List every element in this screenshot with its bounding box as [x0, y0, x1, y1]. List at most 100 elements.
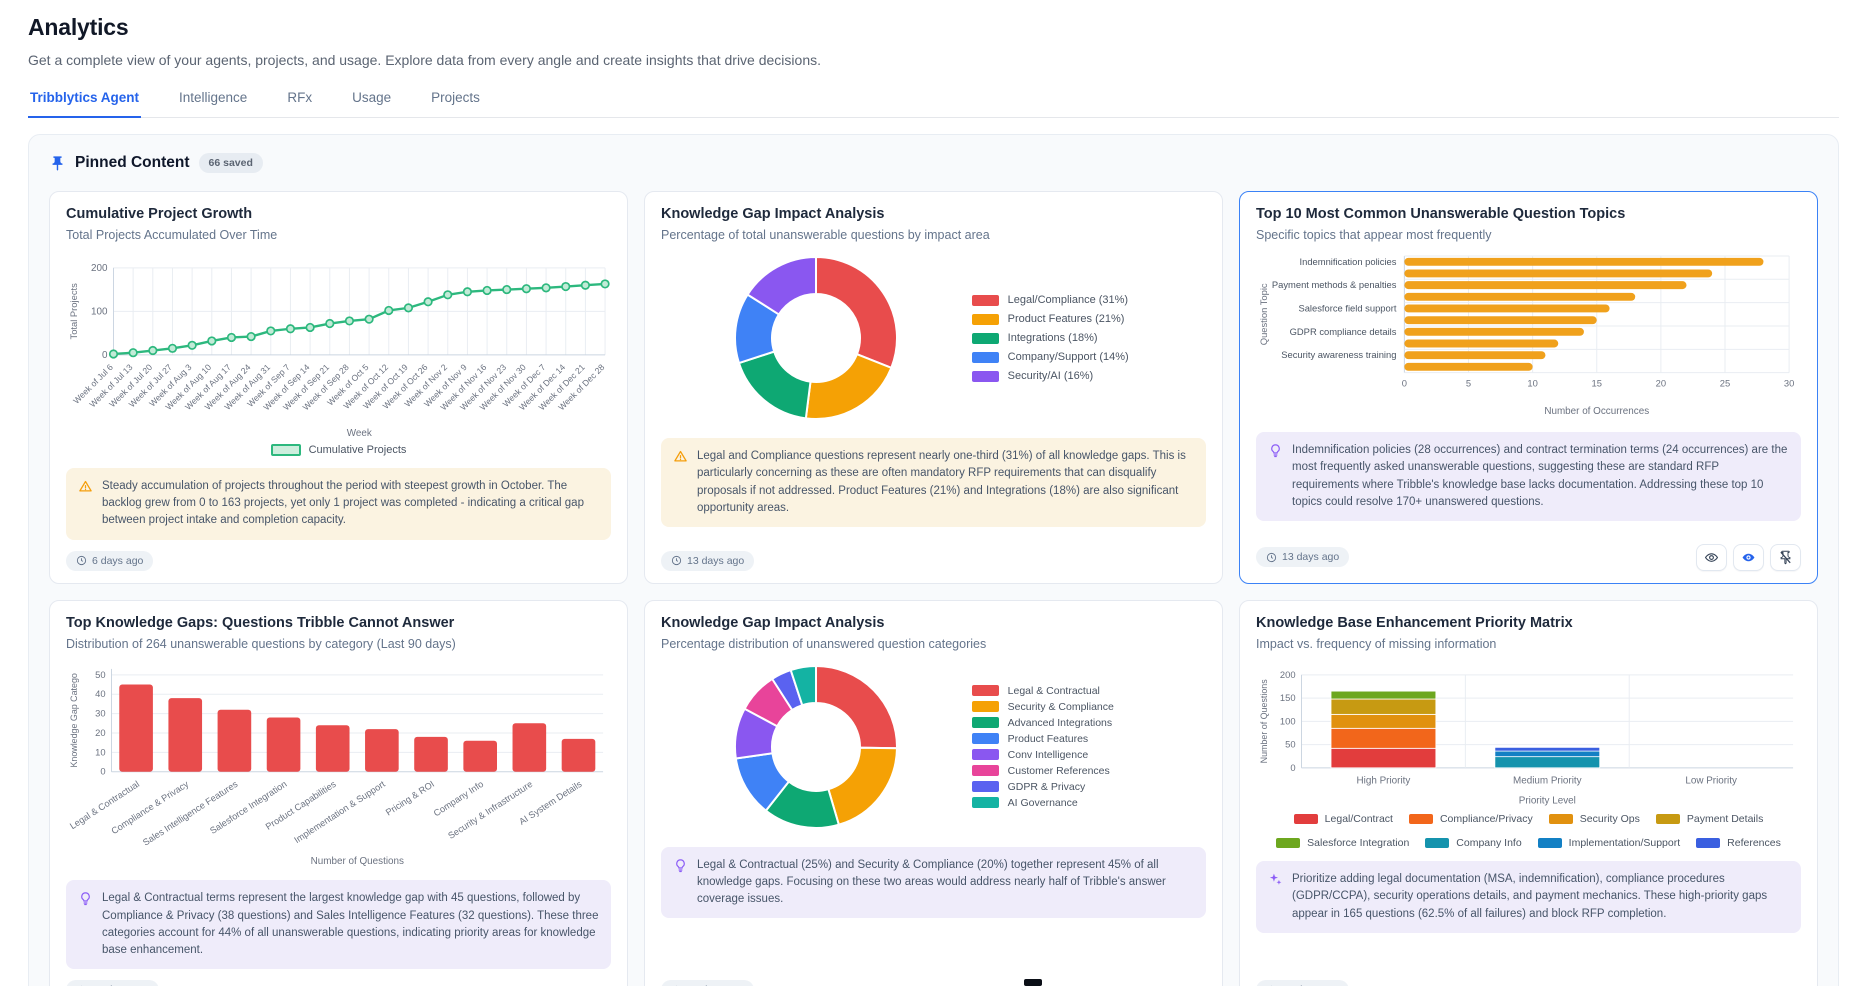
pin-icon [49, 155, 66, 172]
svg-text:15: 15 [1592, 378, 1602, 389]
svg-text:Security awareness training: Security awareness training [1281, 349, 1396, 360]
donut-chart [734, 255, 899, 420]
lightbulb-icon [1268, 443, 1283, 458]
insight-note: Legal & Contractual terms represent the … [66, 880, 611, 970]
tab-usage[interactable]: Usage [352, 90, 392, 105]
sparkles-icon [1268, 872, 1283, 887]
note-text: Indemnification policies (28 occurrences… [1292, 444, 1788, 508]
card-priority-matrix[interactable]: Knowledge Base Enhancement Priority Matr… [1239, 599, 1818, 986]
chart-legend: Cumulative Projects [66, 443, 611, 456]
card-cumulative-project-growth[interactable]: Cumulative Project Growth Total Projects… [49, 191, 628, 584]
svg-text:0: 0 [100, 765, 105, 776]
svg-text:10: 10 [1527, 378, 1537, 389]
tab-projects[interactable]: Projects [431, 90, 480, 105]
svg-text:50: 50 [95, 668, 105, 679]
card-actions [1696, 543, 1801, 571]
legend-item: Implementation/Support [1537, 837, 1680, 849]
eye-filled-icon [1742, 553, 1755, 561]
chart-legend: Legal & Contractual Security & Compliance… [971, 685, 1206, 809]
card-subtitle: Distribution of 264 unanswerable questio… [66, 636, 456, 651]
legend-item: Product Features [971, 733, 1202, 745]
svg-text:Number of Occurrences: Number of Occurrences [1544, 406, 1649, 417]
svg-text:Payment methods & penalties: Payment methods & penalties [1272, 279, 1397, 290]
svg-text:Pricing & ROI: Pricing & ROI [384, 779, 436, 818]
legend-swatch [270, 443, 301, 456]
warning-icon [673, 449, 688, 464]
unpin-button[interactable] [1770, 543, 1801, 571]
note-text: Legal and Compliance questions represent… [697, 450, 1186, 514]
note-text: Prioritize adding legal documentation (M… [1292, 873, 1768, 920]
page-title: Analytics [28, 14, 129, 40]
svg-text:50: 50 [1285, 738, 1295, 749]
svg-text:10: 10 [95, 746, 105, 757]
note-text: Legal & Contractual terms represent the … [102, 892, 599, 957]
legend-item: Company/Support (14%) [971, 351, 1202, 363]
svg-text:Priority Level: Priority Level [1519, 795, 1576, 806]
timestamp-badge: 13 days ago [1256, 980, 1350, 986]
view-button[interactable] [1696, 543, 1727, 571]
donut-chart [734, 664, 899, 829]
svg-text:30: 30 [95, 707, 105, 718]
legend-item: Security & Compliance [971, 701, 1202, 713]
pinned-content-title: Pinned Content [75, 154, 190, 171]
legend-item: Company Info [1425, 837, 1522, 849]
timestamp-badge: 6 days ago [66, 550, 154, 571]
card-knowledge-gap-impact-1[interactable]: Knowledge Gap Impact Analysis Percentage… [644, 191, 1223, 584]
svg-text:Week: Week [347, 428, 372, 439]
legend-item: Product Features (21%) [971, 313, 1202, 325]
timestamp-badge: 13 days ago [661, 980, 755, 986]
card-subtitle: Percentage of total unanswerable questio… [661, 228, 990, 242]
stacked-bar-chart: 0 50 100 150 200 High Priority Medium Priority… [1259, 668, 1794, 806]
pinned-cards-grid: Cumulative Project Growth Total Projects… [49, 191, 1818, 986]
legend-item: Legal & Contractual [971, 685, 1202, 697]
warning-icon [78, 479, 93, 494]
insight-note: Indemnification policies (28 occurrences… [1256, 432, 1801, 522]
horizontal-bar-chart: 0 5 10 15 20 25 30 Indemnification policies Paym… [1258, 255, 1794, 417]
lightbulb-icon [78, 891, 93, 906]
card-knowledge-gap-impact-2[interactable]: Knowledge Gap Impact Analysis Percentage… [644, 599, 1223, 986]
tab-intelligence[interactable]: Intelligence [179, 90, 248, 105]
legend-label: Cumulative Projects [308, 443, 407, 456]
legend-item: AI Governance [971, 797, 1202, 809]
card-top-knowledge-gaps[interactable]: Top Knowledge Gaps: Questions Tribble Ca… [49, 599, 628, 986]
tab-rfx[interactable]: RFx [287, 90, 313, 105]
svg-text:Indemnification policies: Indemnification policies [1300, 256, 1397, 267]
card-title: Knowledge Gap Impact Analysis [661, 614, 885, 631]
svg-text:0: 0 [102, 350, 108, 361]
eye-icon [1704, 552, 1719, 562]
svg-text:0: 0 [1290, 761, 1295, 772]
svg-text:Low Priority: Low Priority [1685, 775, 1737, 786]
svg-text:Total Projects: Total Projects [68, 283, 79, 340]
card-subtitle: Percentage distribution of unanswered qu… [661, 636, 987, 651]
svg-text:30: 30 [1784, 378, 1794, 389]
tab-tribblytics-agent[interactable]: Tribblytics Agent [28, 90, 142, 118]
insight-note: Legal and Compliance questions represent… [661, 438, 1206, 527]
legend-item: Compliance/Privacy [1408, 813, 1533, 825]
note-text: Legal & Contractual (25%) and Security &… [697, 858, 1166, 906]
svg-text:20: 20 [1656, 378, 1666, 389]
svg-text:Implementation & Support: Implementation & Support [292, 778, 387, 844]
saved-count-badge: 66 saved [198, 153, 263, 173]
clock-icon [1266, 552, 1277, 562]
svg-text:Salesforce field support: Salesforce field support [1298, 302, 1396, 313]
card-title: Top 10 Most Common Unanswerable Question… [1256, 206, 1626, 222]
legend-item: Security/AI (16%) [971, 370, 1202, 382]
svg-text:Sales Intelligence Features: Sales Intelligence Features [141, 778, 240, 847]
svg-text:Number of Questions: Number of Questions [311, 855, 404, 866]
card-top-10-unanswerable-topics[interactable]: Top 10 Most Common Unanswerable Question… [1239, 191, 1818, 584]
chart-legend: Legal/Compliance (31%) Product Features (… [971, 294, 1206, 382]
svg-text:150: 150 [1280, 692, 1296, 703]
legend-item: Salesforce Integration [1276, 837, 1409, 849]
card-title: Knowledge Gap Impact Analysis [661, 206, 885, 222]
lightbulb-icon [673, 858, 688, 873]
insight-note: Steady accumulation of projects througho… [66, 467, 611, 540]
visibility-button[interactable] [1733, 543, 1764, 571]
card-subtitle: Total Projects Accumulated Over Time [66, 228, 278, 242]
insight-note: Legal & Contractual (25%) and Security &… [661, 846, 1206, 919]
clock-icon [671, 556, 682, 566]
svg-text:High Priority: High Priority [1357, 775, 1411, 786]
svg-text:Question Topic: Question Topic [1258, 283, 1269, 345]
